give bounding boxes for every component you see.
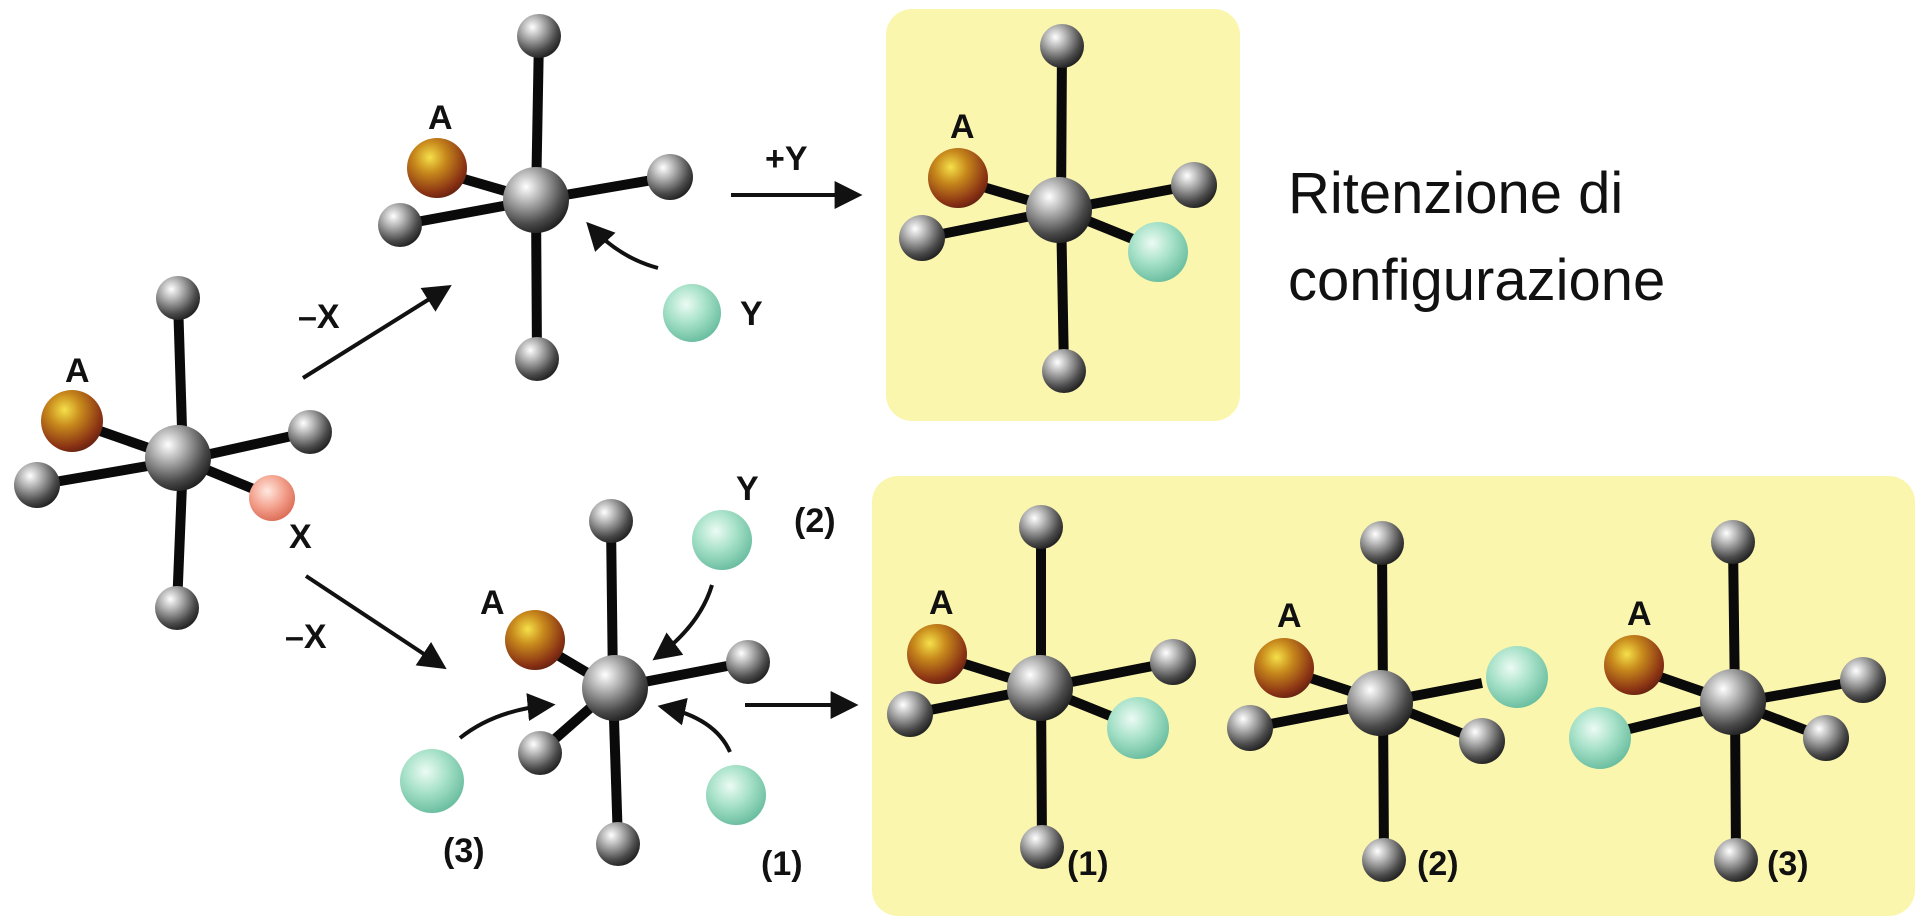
ligand-A	[907, 624, 967, 684]
caption-line1: Ritenzione di	[1288, 161, 1623, 226]
metal-center	[1700, 669, 1766, 735]
label-A: A	[65, 352, 90, 390]
metal-center	[582, 655, 648, 721]
ligand-bottom	[155, 586, 199, 630]
label-A: A	[428, 99, 453, 137]
ligand-Y-2	[692, 510, 752, 570]
ligand-Y-1	[706, 765, 766, 825]
metal-center	[1007, 655, 1073, 721]
ligand-A	[1604, 635, 1664, 695]
metal-center	[145, 425, 211, 491]
label-A: A	[950, 108, 975, 146]
ligand-A	[505, 610, 565, 670]
arrow-down-label: –X	[285, 618, 327, 656]
label-Y: Y	[740, 295, 763, 333]
attack-arrow-Y	[586, 221, 659, 270]
caption-line2: configurazione	[1288, 248, 1665, 313]
start-complex: A X	[14, 276, 332, 630]
label-num: (1)	[1067, 845, 1109, 883]
label-num: (3)	[1767, 845, 1809, 883]
lower-intermediate: A Y (2) (1) (3)	[400, 470, 836, 883]
attack-arrow-1	[657, 697, 732, 753]
ligand-A	[1254, 638, 1314, 698]
attack-label-2: (2)	[794, 502, 836, 540]
ligand-Y	[1128, 222, 1188, 282]
ligand-Y	[663, 284, 721, 342]
ligand-Y	[1486, 646, 1548, 708]
label-A: A	[929, 584, 954, 622]
arrow-plus-Y-label: +Y	[765, 140, 808, 178]
lower-product-1: A (1)	[887, 505, 1196, 883]
upper-product: A	[899, 24, 1217, 393]
metal-center	[1026, 177, 1092, 243]
label-A: A	[1277, 597, 1302, 635]
arrow-down-to-intermediate	[304, 574, 447, 670]
ligand-A	[41, 390, 103, 452]
metal-center	[1347, 670, 1413, 736]
upper-intermediate: A Y	[378, 14, 763, 381]
lower-product-2: A (2)	[1227, 521, 1548, 883]
lower-product-3: A (3)	[1569, 520, 1886, 883]
ligand-A	[928, 148, 988, 208]
attack-label-3: (3)	[443, 832, 485, 870]
label-num: (2)	[1417, 845, 1459, 883]
label-X: X	[289, 518, 312, 556]
metal-center	[503, 167, 569, 233]
ligand-X	[249, 475, 295, 521]
attack-arrow-3	[458, 693, 556, 740]
attack-label-1: (1)	[761, 845, 803, 883]
attack-arrow-2	[652, 584, 714, 661]
label-A: A	[480, 584, 505, 622]
ligand-top	[156, 276, 200, 320]
ligand-Y	[1107, 697, 1169, 759]
ligand-left	[14, 462, 60, 508]
label-Y: Y	[736, 470, 759, 508]
label-A: A	[1627, 595, 1652, 633]
arrow-up-label: –X	[298, 298, 340, 336]
ligand-Y	[1569, 707, 1631, 769]
arrow-up-to-intermediate	[301, 285, 452, 380]
ligand-right	[288, 410, 332, 454]
ligand-Y-3	[400, 749, 464, 813]
ligand-A	[407, 138, 467, 198]
